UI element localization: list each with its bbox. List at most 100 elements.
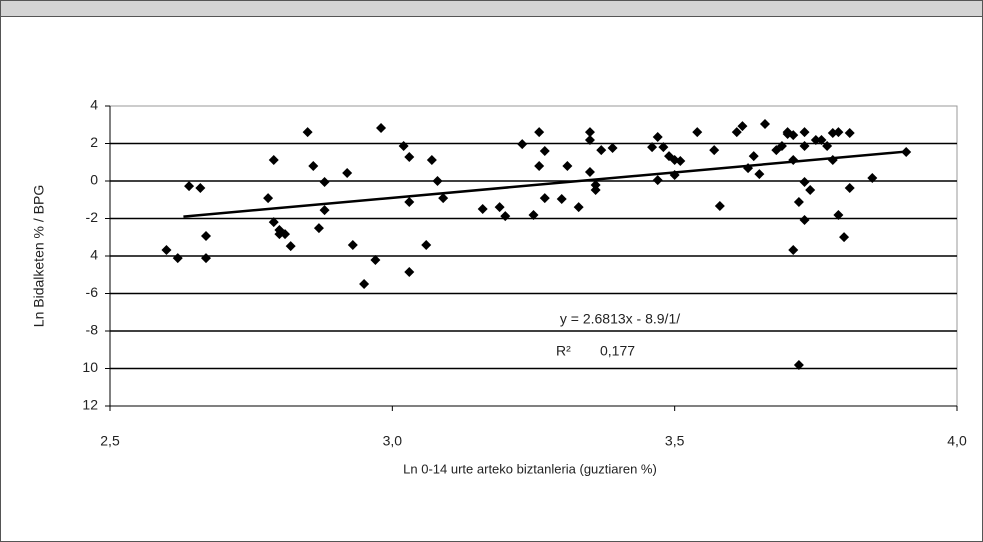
data-point bbox=[404, 266, 415, 277]
y-tick-label: 4 bbox=[90, 247, 98, 263]
data-point bbox=[590, 179, 601, 190]
trendline bbox=[183, 150, 907, 218]
data-point bbox=[539, 146, 550, 156]
r-squared-label: R² bbox=[556, 343, 571, 359]
data-point bbox=[432, 176, 443, 186]
data-point bbox=[827, 155, 838, 165]
data-point bbox=[494, 202, 505, 213]
y-tick-label: 4 bbox=[90, 97, 98, 113]
data-point bbox=[788, 155, 799, 165]
data-point bbox=[584, 134, 595, 145]
data-point bbox=[675, 155, 686, 166]
data-point bbox=[534, 127, 545, 138]
data-point bbox=[799, 215, 810, 225]
data-point bbox=[647, 142, 658, 153]
data-point bbox=[584, 127, 595, 138]
y-tick-label: 12 bbox=[82, 397, 98, 413]
data-point bbox=[793, 197, 804, 207]
data-point bbox=[274, 229, 285, 240]
x-axis-label: Ln 0-14 urte arteko biztanleria (guztiar… bbox=[403, 461, 657, 476]
data-point bbox=[319, 176, 330, 187]
data-point bbox=[263, 193, 274, 204]
data-point bbox=[596, 145, 607, 156]
data-point bbox=[737, 121, 748, 132]
data-point bbox=[760, 119, 771, 129]
data-point bbox=[573, 202, 584, 213]
data-point bbox=[302, 127, 313, 138]
data-point bbox=[822, 140, 833, 151]
data-point bbox=[268, 155, 279, 165]
data-point bbox=[652, 175, 663, 186]
data-point bbox=[839, 232, 850, 243]
data-point bbox=[370, 254, 381, 265]
y-tick-label: 2 bbox=[90, 134, 98, 150]
x-tick-label: 4,0 bbox=[947, 433, 967, 449]
data-point bbox=[805, 185, 816, 195]
data-point bbox=[607, 143, 618, 153]
data-point bbox=[200, 253, 211, 264]
data-point bbox=[404, 197, 415, 207]
data-point bbox=[342, 167, 353, 178]
data-point bbox=[562, 161, 573, 171]
data-point bbox=[799, 127, 810, 138]
data-point bbox=[709, 145, 720, 156]
data-point bbox=[517, 139, 528, 150]
data-point bbox=[652, 131, 663, 142]
r-squared-value: 0,177 bbox=[600, 343, 635, 359]
data-point bbox=[867, 173, 878, 183]
data-point bbox=[799, 140, 810, 151]
data-point bbox=[669, 170, 680, 180]
data-point bbox=[539, 193, 550, 204]
data-point bbox=[754, 169, 765, 180]
data-point bbox=[313, 223, 324, 234]
data-point bbox=[184, 181, 195, 192]
data-point bbox=[793, 359, 804, 370]
data-point bbox=[743, 163, 754, 174]
data-point bbox=[833, 127, 844, 138]
x-tick-label: 3,0 bbox=[383, 433, 403, 449]
data-point bbox=[788, 130, 799, 141]
data-point bbox=[268, 217, 279, 228]
data-point bbox=[731, 127, 742, 138]
data-point bbox=[398, 140, 409, 151]
data-point bbox=[359, 278, 370, 289]
data-point bbox=[901, 146, 912, 157]
data-point bbox=[280, 229, 291, 240]
y-tick-label: 10 bbox=[82, 359, 98, 375]
data-point bbox=[788, 245, 799, 255]
data-point bbox=[534, 161, 545, 171]
data-point bbox=[714, 200, 725, 211]
data-point bbox=[590, 185, 601, 195]
data-point bbox=[833, 209, 844, 220]
data-point bbox=[477, 203, 488, 214]
data-point bbox=[556, 194, 567, 204]
data-point bbox=[799, 176, 810, 187]
data-point bbox=[172, 253, 183, 264]
data-point bbox=[816, 134, 827, 145]
data-point bbox=[285, 241, 296, 252]
y-tick-label: -6 bbox=[86, 284, 99, 300]
data-point bbox=[421, 239, 432, 250]
x-tick-label: 3,5 bbox=[665, 433, 685, 449]
data-point bbox=[426, 155, 437, 165]
data-point bbox=[500, 211, 511, 222]
data-point bbox=[161, 245, 172, 255]
data-point bbox=[319, 205, 330, 216]
trend-equation: y = 2.6813x - 8.9/1/ bbox=[560, 311, 680, 327]
data-point bbox=[692, 127, 703, 138]
data-point bbox=[438, 193, 449, 204]
window-bar bbox=[1, 1, 982, 17]
data-point bbox=[776, 140, 787, 151]
data-point bbox=[347, 239, 358, 250]
y-tick-label: -8 bbox=[86, 322, 99, 338]
x-tick-label: 2,5 bbox=[100, 433, 120, 449]
data-point bbox=[584, 167, 595, 177]
data-point bbox=[844, 128, 855, 138]
data-point bbox=[658, 142, 669, 153]
data-point bbox=[844, 182, 855, 193]
data-point bbox=[308, 161, 319, 171]
data-point bbox=[195, 182, 206, 193]
data-point bbox=[810, 134, 821, 145]
data-point bbox=[200, 230, 211, 241]
